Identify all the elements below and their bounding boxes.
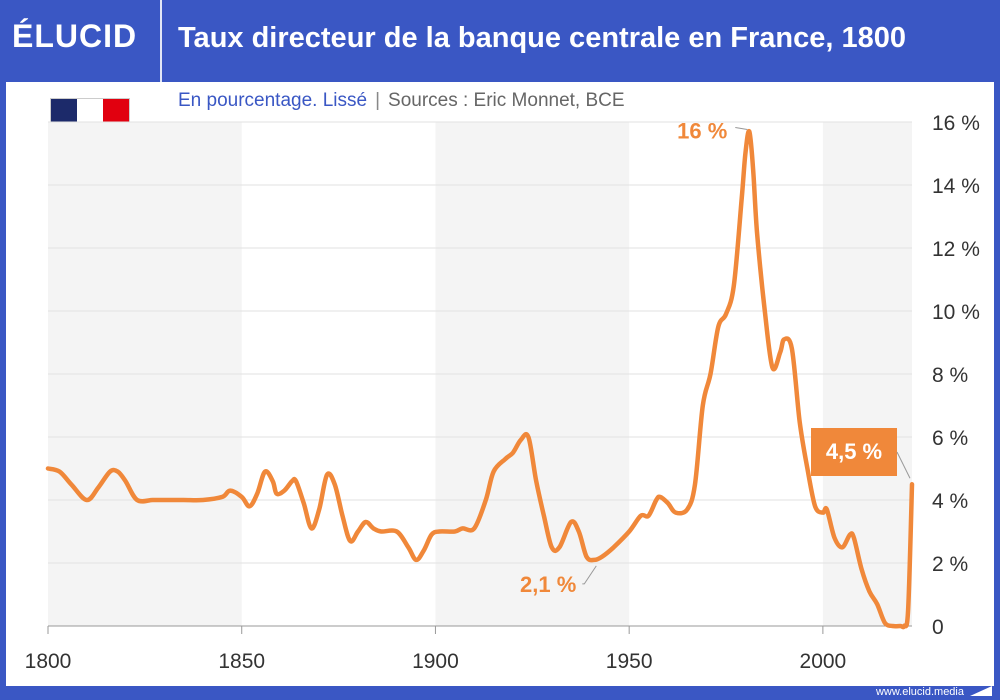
y-tick-label-8: 8 % [932,364,968,387]
y-tick-label-0: 0 [932,616,944,639]
y-tick-label-6: 6 % [932,427,968,450]
series-line-0 [45,128,915,630]
x-tick-label-2000: 2000 [800,650,847,673]
header-divider [160,0,162,82]
chart-title: Taux directeur de la banque centrale en … [178,22,906,54]
x-tick-label-1800: 1800 [25,650,72,673]
y-tick-label-16: 16 % [932,112,980,135]
annotation-leader-low [582,565,597,585]
subtitle-text: En pourcentage. Lissé [178,90,368,111]
elucid-mark-icon [970,686,992,696]
header-bar: ÉLUCID Taux directeur de la banque centr… [0,0,1000,82]
annotation-leader-peak [735,126,748,130]
chart-subtitle: En pourcentage. Lissé | Sources : Eric Mon… [178,90,625,112]
annotation-latest: 4,5 % [826,439,882,464]
brand-logo[interactable]: ÉLUCID [12,18,138,54]
x-tick-label-1850: 1850 [218,650,265,673]
annotation-leader-latest [896,451,911,479]
annotation-low: 2,1 % [520,572,576,597]
y-tick-label-14: 14 % [932,175,980,198]
y-tick-label-2: 2 % [932,553,968,576]
annotation-peak: 16 % [677,118,727,143]
annotation-latest-box [811,428,897,476]
x-tick-label-1950: 1950 [606,650,653,673]
sources-text: Sources : Eric Monnet, BCE [388,90,625,111]
footer-url[interactable]: www.elucid.media [875,686,964,698]
subtitle-separator: | [375,90,381,111]
y-tick-label-4: 4 % [932,490,968,513]
y-tick-label-12: 12 % [932,238,980,261]
y-tick-label-10: 10 % [932,301,980,324]
x-tick-label-1900: 1900 [412,650,459,673]
